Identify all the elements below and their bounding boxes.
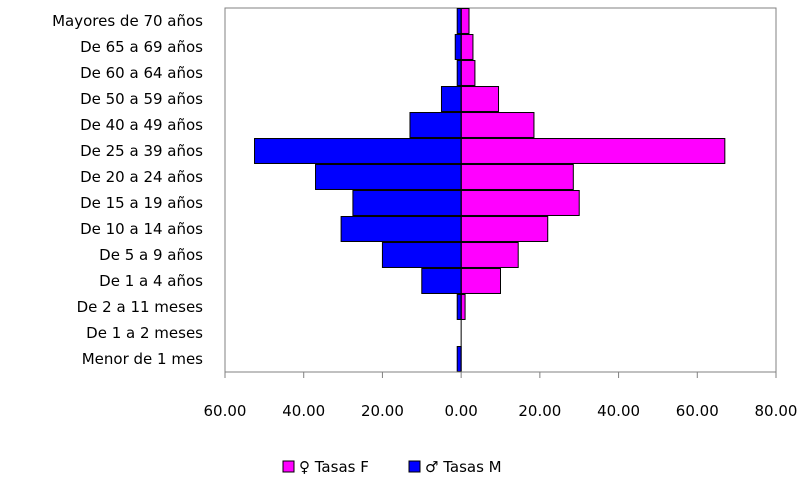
bar-male [409,112,462,138]
bar-female [460,164,574,190]
legend: ♀ Tasas F ♂ Tasas M [282,458,502,476]
bar-male [315,164,462,190]
x-axis: 60.00 40.00 20.00 0.00 20.00 40.00 60.00 80.00 [204,371,798,420]
category-label: De 1 a 4 años [99,272,203,290]
category-label: De 50 a 59 años [80,90,203,108]
category-label: De 15 a 19 años [80,194,203,212]
x-tick-label: 0.00 [444,402,477,420]
bar-female [460,242,519,268]
bar-female [460,268,501,294]
bar-female [460,8,470,34]
x-tick-label: 20.00 [361,402,404,420]
bar-male [454,34,462,60]
bar-male [456,346,462,372]
category-label: Mayores de 70 años [52,12,203,30]
category-label: De 2 a 11 meses [77,298,204,316]
x-tick-label: 20.00 [518,402,561,420]
category-label: De 1 a 2 meses [86,324,203,342]
x-tick-label: 80.00 [755,402,798,420]
x-tick-label: 40.00 [282,402,325,420]
x-tick-label: 60.00 [676,402,719,420]
bar-male [421,268,462,294]
bar-female [460,216,549,242]
bar-male [456,294,462,320]
bar-male [456,60,462,86]
bar-male [456,8,462,34]
category-label: De 10 a 14 años [80,220,203,238]
category-label: De 20 a 24 años [80,168,203,186]
bar-female [460,34,474,60]
bar-male [340,216,462,242]
x-tick-label: 40.00 [597,402,640,420]
bars-group [254,8,726,372]
legend-swatch [282,460,295,473]
legend-swatch [408,460,421,473]
bar-male [440,86,462,112]
category-label: De 5 a 9 años [99,246,203,264]
bar-female [460,190,580,216]
bar-female [460,60,476,86]
category-label: Menor de 1 mes [82,350,203,368]
bar-male [381,242,462,268]
bar-female [460,86,500,112]
bar-male [254,138,462,164]
x-tick-label: 60.00 [204,402,247,420]
bar-female [460,112,535,138]
category-label: De 60 a 64 años [80,64,203,82]
category-label: De 25 a 39 años [80,142,203,160]
bar-male [352,190,462,216]
category-label: De 40 a 49 años [80,116,203,134]
bar-female [460,138,726,164]
plot-area [224,7,777,373]
category-labels: Mayores de 70 años De 65 a 69 años De 60 a… [52,12,203,368]
legend-label: ♀ Tasas F [299,458,369,476]
legend-label: ♂ Tasas M [425,458,502,476]
category-label: De 65 a 69 años [80,38,203,56]
bar-female [460,294,466,320]
